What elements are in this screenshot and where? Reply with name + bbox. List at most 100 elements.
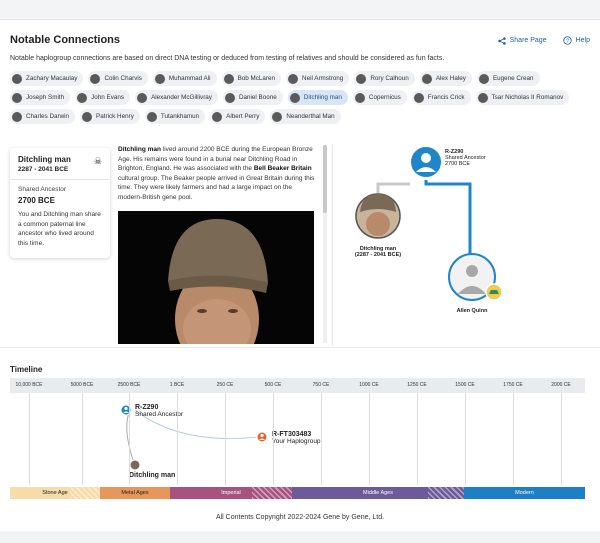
person-chip[interactable]: Copernicus bbox=[352, 90, 407, 105]
person-chip[interactable]: Charles Darwin bbox=[10, 109, 76, 124]
person-chip-label: John Evans bbox=[91, 94, 125, 101]
connection-card: ☠ Ditchling man 2287 - 2041 BCE Shared A… bbox=[10, 148, 110, 258]
footer-copyright: All Contents Copyright 2022-2024 Gene by… bbox=[215, 514, 385, 521]
bio-text-2: cultural group. The Beaker people arrive… bbox=[118, 174, 315, 201]
person-avatar bbox=[288, 73, 299, 84]
ancestor-label: Shared Ancestor bbox=[445, 155, 486, 161]
person-chip-label: Joseph Smith bbox=[26, 94, 65, 101]
timeline-person-name: Ditchling man bbox=[129, 472, 176, 479]
person-chip[interactable]: Francis Crick bbox=[411, 90, 471, 105]
timeline-ancestor-sub: Shared Ancestor bbox=[135, 411, 184, 418]
timeline-your-label: R-FT303483 Your Haplogroup bbox=[272, 431, 321, 445]
help-button[interactable]: ? Help bbox=[562, 36, 590, 45]
person-chip[interactable]: John Evans bbox=[75, 90, 131, 105]
timeline-gridline bbox=[369, 393, 370, 485]
ancestor-year: 2700 BCE bbox=[445, 161, 471, 167]
person-chip[interactable]: Zachary Macaulay bbox=[10, 71, 84, 86]
user-node-label: Allen Quinn bbox=[456, 308, 488, 314]
person-chip[interactable]: Tsar Nicholas II Romanov bbox=[475, 90, 570, 105]
bottom-bar bbox=[0, 531, 600, 543]
timeline-tick-label: 250 CE bbox=[216, 382, 234, 388]
timeline-tick-label: 1000 CE bbox=[359, 382, 379, 388]
person-chip[interactable]: Bob McLaren bbox=[221, 71, 282, 86]
person-chip-label: Zachary Macaulay bbox=[26, 75, 78, 82]
card-person-dates: 2287 - 2041 BCE bbox=[18, 166, 69, 173]
person-chip[interactable]: Neil Armstrong bbox=[286, 71, 350, 86]
person-chip[interactable]: Albert Perry bbox=[210, 109, 266, 124]
timeline-gridline bbox=[177, 393, 178, 485]
era-band[interactable]: Middle Ages bbox=[292, 487, 464, 499]
person-avatar bbox=[289, 92, 300, 103]
ditchling-man-marker[interactable] bbox=[129, 459, 141, 471]
person-chip[interactable]: Neanderthal Man bbox=[270, 109, 341, 124]
person-chip[interactable]: Tutankhamun bbox=[144, 109, 206, 124]
timeline-gridline bbox=[82, 393, 83, 485]
bio-group: Bell Beaker Britain bbox=[253, 165, 312, 173]
left-node-dates: (2287 - 2041 BCE) bbox=[354, 252, 402, 258]
timeline-person-label: Ditchling man bbox=[129, 472, 175, 479]
timeline-gridline bbox=[129, 393, 130, 485]
person-chip-label: Ditchling man bbox=[303, 94, 342, 101]
page-header: Notable Connections Share Page ? Help bbox=[10, 34, 590, 52]
person-chip[interactable]: Ditchling man bbox=[287, 90, 348, 105]
person-avatar bbox=[354, 92, 365, 103]
user-node[interactable] bbox=[448, 253, 496, 301]
panel-divider bbox=[332, 145, 333, 345]
person-chip[interactable]: Alexander McGillivray bbox=[135, 90, 218, 105]
person-chip[interactable]: Alex Haley bbox=[419, 71, 472, 86]
era-label: Metal Ages bbox=[121, 490, 149, 496]
person-chip-label: Albert Perry bbox=[226, 113, 260, 120]
person-avatar bbox=[223, 73, 234, 84]
person-chip[interactable]: Rory Calhoun bbox=[354, 71, 415, 86]
person-chip[interactable]: Muhammad Ali bbox=[152, 71, 217, 86]
top-bar bbox=[0, 0, 600, 20]
share-page-button[interactable]: Share Page bbox=[497, 36, 547, 45]
timeline-gridline bbox=[273, 393, 274, 485]
timeline-ancestor-label: R-Z290 Shared Ancestor bbox=[135, 404, 183, 418]
person-avatar bbox=[477, 92, 488, 103]
person-avatar bbox=[356, 73, 367, 84]
person-avatar bbox=[82, 111, 93, 122]
era-band[interactable]: Modern bbox=[464, 487, 585, 499]
timeline-gridline bbox=[417, 393, 418, 485]
person-chip-list: Zachary Macaulay Colin Charvis Muhammad Al… bbox=[10, 71, 570, 124]
ancestor-haplogroup: R-Z290 bbox=[445, 149, 464, 155]
timeline-axis: 10,000 BCE 5000 BCE 2500 BCE 1 BCE 250 CE 500… bbox=[10, 378, 585, 393]
timeline-tick-label: 500 CE bbox=[264, 382, 282, 388]
scrollbar-thumb[interactable] bbox=[323, 145, 327, 213]
share-icon bbox=[497, 36, 506, 45]
header-actions: Share Page ? Help bbox=[497, 36, 590, 45]
person-avatar bbox=[77, 92, 88, 103]
person-chip[interactable]: Patrick Henry bbox=[80, 109, 140, 124]
person-chip[interactable]: Daniel Boone bbox=[222, 90, 283, 105]
person-chip[interactable]: Eugene Crean bbox=[476, 71, 540, 86]
person-avatar bbox=[90, 73, 101, 84]
bio-scrollbar[interactable] bbox=[323, 145, 327, 343]
timeline-tick-label: 1250 CE bbox=[407, 382, 427, 388]
svg-text:?: ? bbox=[566, 38, 569, 44]
timeline: 10,000 BCE 5000 BCE 2500 BCE 1 BCE 250 CE 500… bbox=[10, 378, 585, 500]
ditchling-man-node[interactable] bbox=[355, 193, 401, 239]
person-avatar bbox=[146, 111, 157, 122]
lineage-tree: R-Z290 Shared Ancestor 2700 BCE Ditchlin… bbox=[340, 140, 590, 340]
era-band[interactable]: Metal Ages bbox=[100, 487, 170, 499]
card-ancestor-label: Shared Ancestor bbox=[18, 186, 67, 193]
person-chip[interactable]: Colin Charvis bbox=[88, 71, 148, 86]
timeline-tick-label: 10,000 BCE bbox=[15, 382, 43, 388]
person-avatar bbox=[154, 73, 165, 84]
section-divider bbox=[0, 347, 600, 348]
timeline-tick-label: 5000 BCE bbox=[70, 382, 94, 388]
timeline-your-sub: Your Haplogroup bbox=[272, 438, 321, 445]
timeline-tick-label: 750 CE bbox=[312, 382, 330, 388]
timeline-gridline bbox=[29, 393, 30, 485]
timeline-tick-label: 1500 CE bbox=[455, 382, 475, 388]
bio-name: Ditchling man bbox=[118, 146, 161, 153]
card-divider bbox=[10, 179, 110, 180]
share-page-label: Share Page bbox=[509, 37, 547, 44]
person-chip-label: Bob McLaren bbox=[237, 75, 276, 82]
timeline-ancestor-haplogroup: R-Z290 bbox=[135, 404, 159, 411]
card-person-name: Ditchling man bbox=[18, 155, 71, 164]
era-label: Stone Age bbox=[42, 490, 68, 496]
person-chip[interactable]: Joseph Smith bbox=[10, 90, 71, 105]
person-avatar bbox=[137, 92, 148, 103]
